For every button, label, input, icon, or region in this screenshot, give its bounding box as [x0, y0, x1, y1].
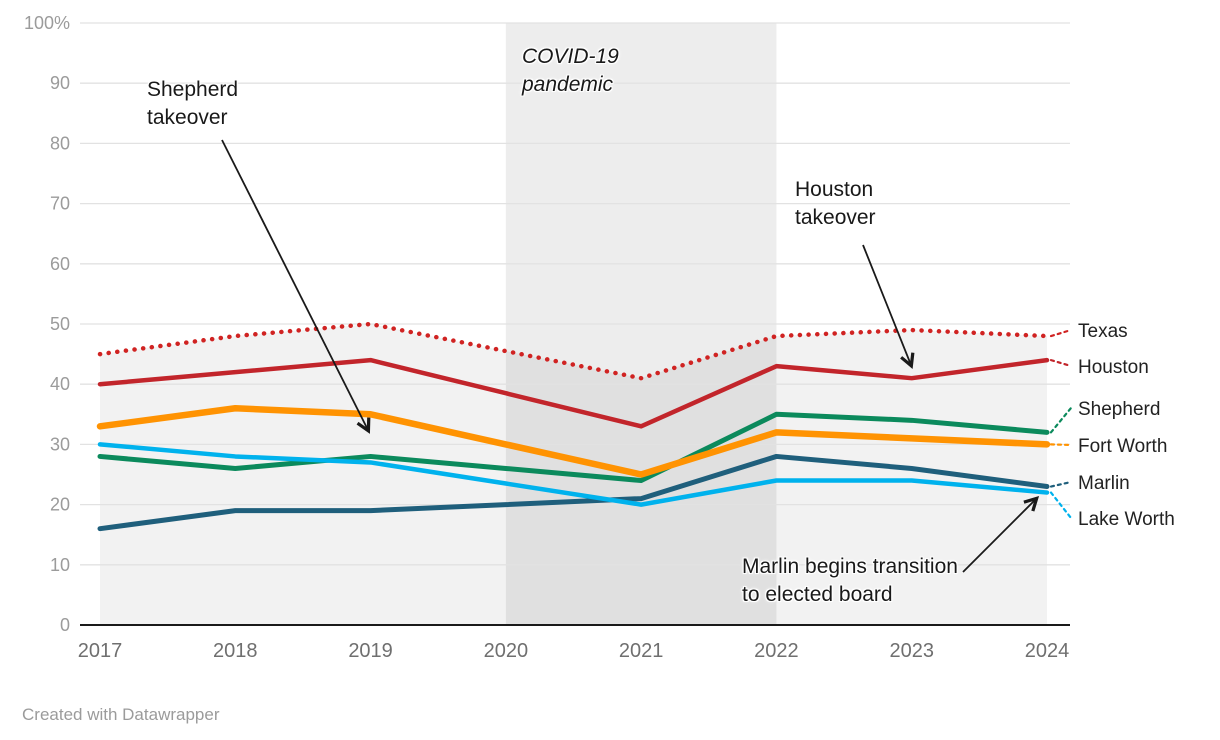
x-tick-label: 2017: [78, 640, 123, 662]
annotation-line: pandemic: [522, 73, 614, 96]
shepherd-takeover-arrow: [221, 139, 371, 434]
annotation-houston-takeover: Houston takeover: [795, 176, 876, 232]
series-line-texas: [97, 321, 1050, 381]
annotation-line: Shepherd: [147, 78, 239, 101]
y-tick-label: 30: [50, 434, 70, 454]
series-leader-houston: [1049, 359, 1073, 368]
series-leader-lake-worth: [1049, 491, 1073, 520]
series-line-shepherd: [97, 411, 1050, 484]
series-line-houston: [97, 357, 1050, 429]
houston-takeover-arrow: [862, 244, 915, 370]
annotation-marlin-transition: Marlin begins transition to elected boar…: [742, 553, 958, 609]
annotation-line: Houston: [795, 178, 874, 201]
series-label-lake-worth: Lake Worth: [1078, 509, 1175, 530]
y-tick-label: 70: [50, 194, 70, 214]
marlin-transition-arrow: [962, 495, 1040, 573]
x-tick-label: 2024: [1025, 640, 1070, 662]
series-label-fort-worth: Fort Worth: [1078, 436, 1167, 457]
y-tick-label: 20: [50, 495, 70, 515]
y-tick-label: 80: [50, 133, 70, 153]
series-line-marlin: [97, 453, 1050, 532]
annotation-line: Marlin begins transition: [742, 555, 958, 578]
series-leader-texas: [1049, 328, 1073, 338]
y-tick-label: 60: [50, 254, 70, 274]
series-leader-shepherd: [1049, 406, 1073, 434]
series-label-texas: Texas: [1078, 321, 1128, 342]
x-tick-label: 2020: [484, 640, 529, 662]
annotation-line: to elected board: [742, 583, 893, 606]
y-tick-label: 40: [50, 374, 70, 394]
annotation-line: takeover: [147, 106, 228, 129]
x-tick-label: 2021: [619, 640, 664, 662]
series-label-marlin: Marlin: [1078, 473, 1130, 494]
datawrapper-credit: Created with Datawrapper: [22, 705, 220, 724]
y-tick-label: 0: [60, 615, 70, 635]
annotation-line: takeover: [795, 206, 876, 229]
x-tick-label: 2023: [889, 640, 934, 662]
annotation-shepherd-takeover: Shepherd takeover: [147, 76, 238, 132]
y-tick-label: 10: [50, 555, 70, 575]
y-tick-label: 100%: [24, 13, 70, 33]
x-tick-label: 2018: [213, 640, 258, 662]
series-leader-fort-worth: [1049, 443, 1073, 447]
x-tick-label: 2022: [754, 640, 799, 662]
series-label-shepherd: Shepherd: [1078, 399, 1160, 420]
series-line-lake-worth: [97, 442, 1050, 507]
series-line-fort-worth: [96, 405, 1051, 478]
annotation-covid-pandemic: COVID-19 pandemic: [522, 43, 619, 99]
annotation-line: COVID-19: [522, 45, 619, 68]
x-tick-label: 2019: [348, 640, 393, 662]
series-leader-marlin: [1049, 480, 1073, 488]
y-tick-label: 50: [50, 314, 70, 334]
y-tick-label: 90: [50, 73, 70, 93]
series-label-houston: Houston: [1078, 357, 1149, 378]
